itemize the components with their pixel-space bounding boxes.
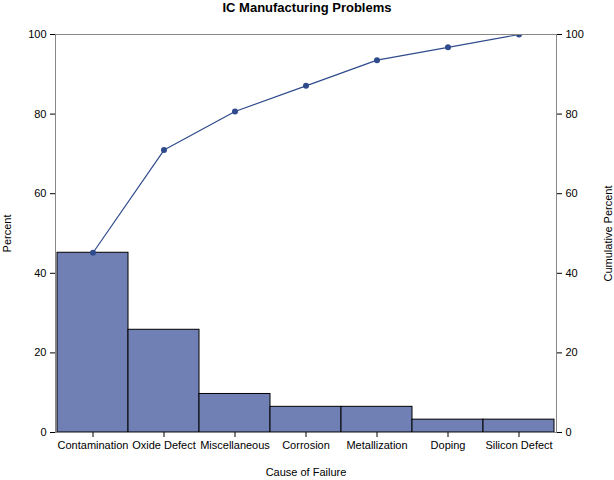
svg-text:Oxide Defect: Oxide Defect xyxy=(132,439,196,451)
svg-text:20: 20 xyxy=(34,346,46,358)
svg-text:Percent: Percent xyxy=(1,215,13,253)
svg-text:0: 0 xyxy=(566,426,572,438)
svg-text:Cause of Failure: Cause of Failure xyxy=(266,466,347,478)
svg-text:Contamination: Contamination xyxy=(58,439,129,451)
svg-text:40: 40 xyxy=(566,267,578,279)
svg-text:Cumulative Percent: Cumulative Percent xyxy=(602,186,614,282)
svg-text:60: 60 xyxy=(566,187,578,199)
svg-text:Metallization: Metallization xyxy=(346,439,407,451)
svg-text:0: 0 xyxy=(40,426,46,438)
svg-text:60: 60 xyxy=(34,187,46,199)
svg-text:Corrosion: Corrosion xyxy=(282,439,330,451)
html-text:IC Manufacturing Problems: IC Manufacturing Problems xyxy=(222,0,392,15)
svg-text:80: 80 xyxy=(34,108,46,120)
svg-text:40: 40 xyxy=(34,267,46,279)
svg-text:20: 20 xyxy=(566,346,578,358)
svg-text:Miscellaneous: Miscellaneous xyxy=(200,439,270,451)
svg-text:100: 100 xyxy=(28,28,46,40)
svg-text:100: 100 xyxy=(566,28,584,40)
svg-text:Doping: Doping xyxy=(431,439,466,451)
svg-text:80: 80 xyxy=(566,108,578,120)
svg-text:Silicon Defect: Silicon Defect xyxy=(485,439,552,451)
